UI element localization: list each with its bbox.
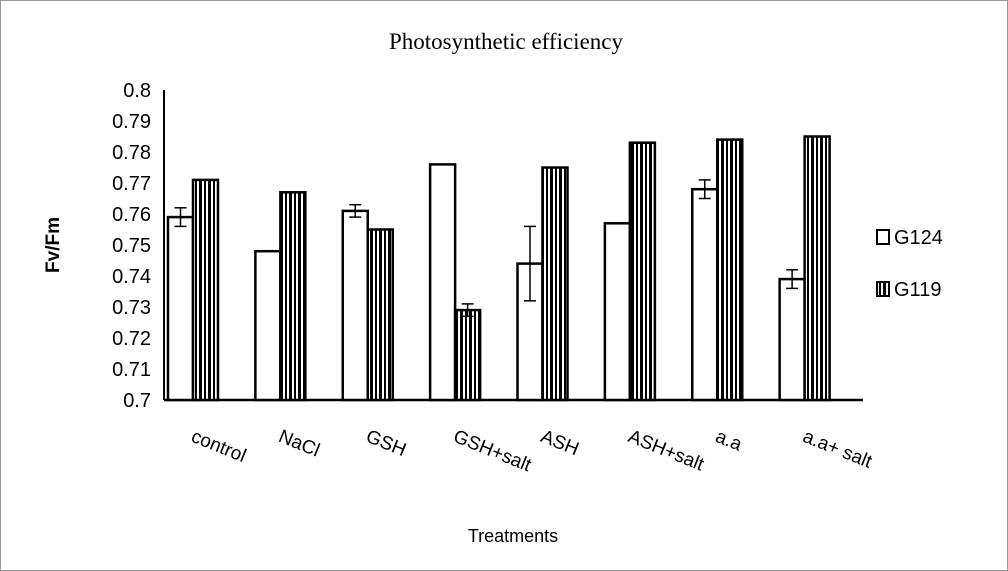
bar-g119 xyxy=(541,166,569,402)
x-tick-label: ASH xyxy=(538,426,582,460)
legend-swatch-g124 xyxy=(876,229,890,245)
legend-label-g119: G119 xyxy=(894,279,941,301)
x-tick-label: ASH+salt xyxy=(625,426,707,476)
x-tick-label: control xyxy=(188,426,249,467)
y-axis-label: Fv/Fm xyxy=(43,217,64,273)
x-tick-label: a.a+ salt xyxy=(800,426,876,473)
x-axis-label: Treatments xyxy=(468,526,558,546)
y-tick-label: 0.78 xyxy=(112,142,151,164)
y-tick-label: 0.73 xyxy=(112,297,151,319)
y-tick-label: 0.79 xyxy=(112,111,151,133)
y-tick-label: 0.72 xyxy=(112,328,151,350)
bar-g119 xyxy=(628,141,657,402)
bar-g124 xyxy=(603,222,632,402)
chart-title: Photosynthetic efficiency xyxy=(389,29,623,54)
bar-g124 xyxy=(166,215,195,402)
x-tick-label: GSH+salt xyxy=(450,426,534,476)
y-tick-label: 0.75 xyxy=(112,235,151,257)
x-tick-label: GSH xyxy=(363,426,409,461)
bar-g124 xyxy=(254,249,282,402)
y-tick-label: 0.71 xyxy=(112,359,151,381)
bar-g124 xyxy=(691,187,719,402)
bar-g119 xyxy=(453,308,482,402)
y-tick-label: 0.77 xyxy=(112,173,151,195)
bar-g124 xyxy=(428,163,457,402)
bar-g119 xyxy=(366,228,394,402)
bar-g119 xyxy=(803,135,831,402)
y-tick-label: 0.8 xyxy=(123,80,151,102)
legend-swatch-g119 xyxy=(876,281,890,297)
bar-g124 xyxy=(341,209,369,402)
bar-g119 xyxy=(716,138,744,402)
y-tick-label: 0.74 xyxy=(112,266,151,288)
bar-g119 xyxy=(279,191,307,402)
bar-g124 xyxy=(778,277,806,402)
y-tick-label: 0.7 xyxy=(123,390,151,412)
bar-g119 xyxy=(191,178,220,402)
x-tick-label: NaCl xyxy=(276,426,323,461)
legend-label-g124: G124 xyxy=(894,227,943,249)
x-tick-label: a.a xyxy=(712,426,745,456)
y-tick-label: 0.76 xyxy=(112,204,151,226)
